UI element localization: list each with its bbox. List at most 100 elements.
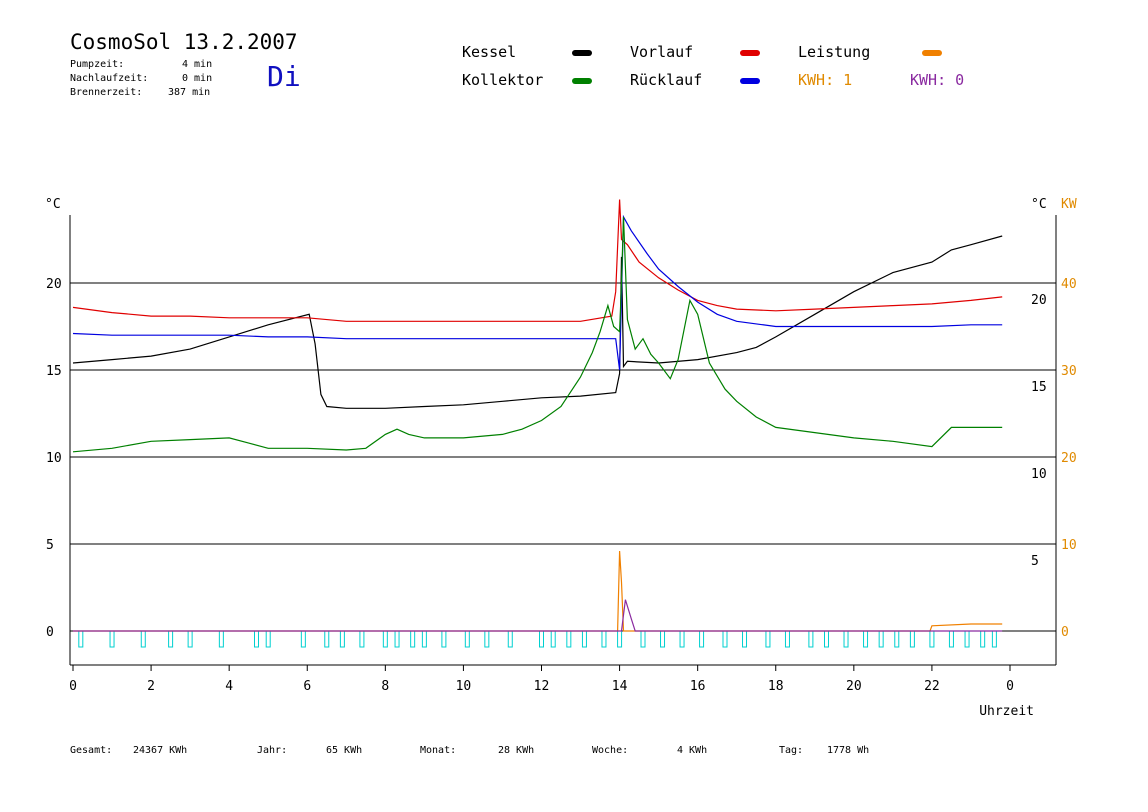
y-left-unit: °C [45,197,61,212]
jahr-value: 65 KWh [326,745,363,756]
pump-pulse [78,630,84,648]
pump-pulse [410,630,416,648]
pump-pulse [909,630,915,648]
pump-pulse [484,630,490,648]
y-left-tick-label: 0 [46,625,54,640]
pump-pulse [601,630,607,648]
y-kw-tick-label: 30 [1061,364,1077,379]
y-left-tick-label: 15 [46,364,62,379]
series-line-leistung [73,550,1003,632]
pump-pulse [894,630,900,648]
nachlaufzeit-value: 0 min [182,73,213,84]
pump-pulse [464,630,470,648]
pump-pulse [640,630,646,648]
pump-pulse [507,630,513,648]
pump-pulse [765,630,771,648]
pump-pulse [742,630,748,648]
x-tick-label: 12 [534,679,550,694]
legend-kollektor-swatch [572,78,592,84]
legend-ruecklauf-swatch [740,78,760,84]
tag-label: Tag: [779,745,804,756]
x-tick-label: 4 [225,679,233,694]
y-right-tick-label: 20 [1031,293,1047,308]
x-tick-label: 18 [768,679,784,694]
pump-pulse [699,630,705,648]
pump-pulse [980,630,986,648]
pump-pulse [948,630,954,648]
x-tick-label: 22 [924,679,940,694]
pump-pulse [929,630,935,648]
brennerzeit-value: 387 min [168,87,211,98]
pump-pulse [878,630,884,648]
pump-pulse [566,630,572,648]
series-line-kollektor [72,216,1003,453]
x-tick-label: 8 [381,679,389,694]
pump-pulse [660,630,666,648]
pump-pulse [991,630,997,648]
y-kw-unit: KW [1061,197,1077,212]
y-right-unit: °C [1031,197,1047,212]
y-left-tick-label: 10 [46,451,62,466]
chart-title: CosmoSol 13.2.2007 [70,30,298,54]
pump-pulse [617,630,623,648]
legend-vorlauf-label: Vorlauf [630,43,694,61]
x-tick-label: 14 [612,679,628,694]
pump-pulse [539,630,544,648]
y-left-tick-label: 5 [46,538,54,553]
series-line-kessel [72,235,1003,409]
monat-label: Monat: [420,745,457,756]
pump-pulse [324,630,330,648]
series-line-vorlauf [72,199,1003,322]
woche-value: 4 KWh [677,745,708,756]
y-right-tick-label: 15 [1031,380,1047,395]
pump-pulse [581,630,587,648]
pumpzeit-label: Pumpzeit: [70,59,125,70]
pump-pulse [394,630,400,648]
x-tick-label: 0 [1006,679,1014,694]
x-tick-label: 20 [846,679,862,694]
series-line-kwh0 [73,599,1003,632]
y-left-tick-label: 20 [46,277,62,292]
brennerzeit-label: Brennerzeit: [70,87,143,98]
legend-vorlauf-swatch [740,50,760,56]
pump-pulse [265,630,271,648]
legend-kwh1: KWH: 1 [798,71,853,89]
y-kw-tick-label: 40 [1061,277,1077,292]
y-right-tick-label: 10 [1031,467,1047,482]
y-kw-tick-label: 10 [1061,538,1077,553]
legend-kessel-swatch [572,50,592,56]
pump-pulse [722,630,728,648]
gesamt-value: 24367 KWh [133,745,188,756]
pump-pulse [863,630,869,648]
pump-pulse [168,630,174,648]
pump-pulse [140,630,146,648]
y-kw-tick-label: 20 [1061,451,1077,466]
weekday-label: Di [267,60,301,93]
pump-pulse [679,630,685,648]
y-kw-tick-label: 0 [1061,625,1069,640]
pump-pulse [550,630,556,648]
pump-pulse [382,630,388,648]
pump-pulse [824,630,830,648]
pump-pulse [300,630,306,648]
pump-pulse [964,630,970,648]
legend-ruecklauf-label: Rücklauf [630,71,703,89]
gesamt-label: Gesamt: [70,745,113,756]
pumpzeit-value: 4 min [182,59,213,70]
pump-pulse [253,630,259,648]
x-tick-label: 0 [69,679,77,694]
pump-pulse [187,630,193,648]
legend-leistung-swatch [922,50,942,56]
x-tick-label: 10 [456,679,472,694]
y-right-tick-label: 5 [1031,554,1039,569]
legend-kessel-label: Kessel [462,43,517,61]
x-tick-label: 6 [303,679,311,694]
pump-pulse [441,630,447,648]
pump-pulse [784,630,790,648]
tag-value: 1778 Wh [827,745,870,756]
pump-pulse [843,630,849,648]
x-axis-title: Uhrzeit [979,704,1034,719]
monat-value: 28 KWh [498,745,535,756]
pump-pulse [359,630,365,648]
